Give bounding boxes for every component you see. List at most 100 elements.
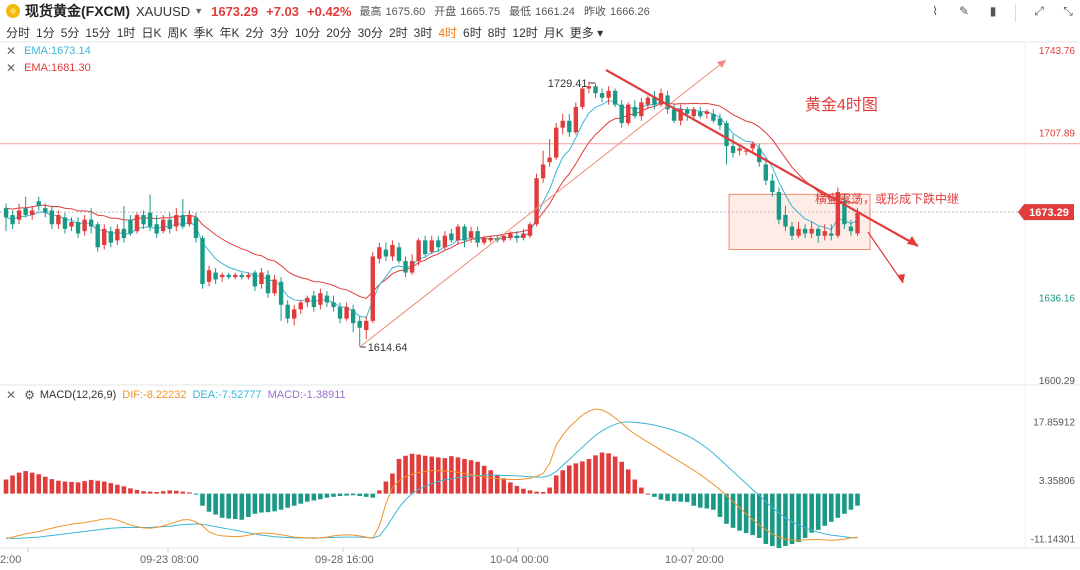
macd-histogram-bar bbox=[783, 493, 788, 546]
macd-histogram-bar bbox=[278, 493, 284, 510]
downtrend-line bbox=[605, 69, 919, 247]
macd-histogram-bar bbox=[501, 478, 507, 494]
macd-histogram-bar bbox=[147, 491, 153, 494]
line-chart-icon[interactable]: ⌇ bbox=[932, 4, 938, 18]
macd-histogram-bar bbox=[128, 488, 133, 494]
period-tab[interactable]: 2分 bbox=[245, 25, 265, 40]
caret-down-icon[interactable]: ▼ bbox=[194, 6, 204, 16]
macd-histogram-bar bbox=[756, 493, 762, 538]
candle-body bbox=[121, 228, 127, 239]
instrument-symbol[interactable]: XAUUSD bbox=[136, 3, 191, 19]
period-tabs: 分时 1分 5分 15分 1时 日K 周K 季K 年K 2分 3分 10分 20分 30分 2时 3时 4时 6时… bbox=[0, 22, 603, 42]
candle-body bbox=[226, 274, 231, 278]
candle-body bbox=[652, 97, 657, 105]
candle-body bbox=[95, 224, 100, 248]
macd-histogram-bar bbox=[69, 481, 74, 494]
candle-body bbox=[298, 302, 303, 310]
period-tab[interactable]: 20分 bbox=[326, 25, 352, 40]
candle-body bbox=[311, 295, 317, 308]
candle-body bbox=[829, 233, 834, 236]
macd-y-tick: 17.85912 bbox=[1033, 418, 1075, 429]
period-tab[interactable]: 2时 bbox=[388, 25, 408, 40]
quote-header: 现货黄金(FXCM) XAUUSD ▼ 1673.29 +7.03 +0.42%… bbox=[0, 0, 1080, 22]
macd-histogram-bar bbox=[691, 493, 697, 506]
candle-body bbox=[423, 240, 428, 255]
expand-icon[interactable]: ⤡ bbox=[1063, 3, 1073, 18]
macd-histogram-bar bbox=[291, 493, 297, 506]
macd-histogram-bar bbox=[10, 475, 15, 494]
candle-body bbox=[233, 274, 238, 278]
candle-body bbox=[396, 247, 402, 262]
period-tab[interactable]: 1时 bbox=[116, 25, 136, 40]
x-tick-label: 09-23 08:00 bbox=[140, 554, 199, 566]
candle-body bbox=[567, 120, 572, 133]
instrument-name[interactable]: 现货黄金(FXCM) bbox=[25, 3, 130, 19]
candle-body bbox=[246, 274, 251, 278]
draw-pen-icon[interactable]: ✎ bbox=[958, 4, 970, 18]
period-tab[interactable]: 3分 bbox=[270, 25, 289, 40]
period-tab[interactable]: 8时 bbox=[487, 25, 507, 40]
macd-histogram-bar bbox=[645, 493, 651, 495]
candle-body bbox=[737, 148, 742, 151]
macd-histogram-bar bbox=[573, 463, 579, 494]
candle-body bbox=[180, 215, 186, 227]
close-icon[interactable]: ✕ bbox=[6, 61, 17, 75]
candle-body bbox=[573, 106, 579, 133]
candle-body bbox=[147, 212, 153, 227]
gear-icon[interactable]: ⚙ bbox=[24, 388, 35, 402]
period-tab[interactable]: 分时 bbox=[6, 25, 31, 40]
period-tab[interactable]: 6时 bbox=[463, 25, 482, 40]
period-tab[interactable]: 月K bbox=[543, 25, 564, 40]
macd-histogram-bar bbox=[82, 481, 87, 494]
macd-histogram-bar bbox=[658, 493, 664, 500]
candle-body bbox=[154, 224, 159, 234]
macd-histogram-bar bbox=[357, 493, 362, 497]
macd-histogram-bar bbox=[180, 491, 186, 494]
period-tab[interactable]: 12时 bbox=[512, 25, 538, 40]
period-tab[interactable]: 30分 bbox=[357, 25, 383, 40]
candle-body bbox=[534, 178, 539, 225]
period-tab[interactable]: 季K bbox=[193, 25, 214, 40]
macd-histogram-bar bbox=[580, 461, 585, 494]
candle-type-icon[interactable]: ▮ bbox=[989, 4, 997, 18]
period-tab[interactable]: 3时 bbox=[413, 25, 433, 40]
candle-body bbox=[462, 226, 467, 241]
candle-body bbox=[429, 240, 434, 252]
candle-body bbox=[691, 109, 696, 117]
period-tab[interactable]: 更多 ▾ bbox=[569, 25, 604, 40]
macd-histogram-bar bbox=[337, 493, 343, 497]
candle-body bbox=[10, 215, 15, 225]
candle-body bbox=[842, 201, 847, 225]
period-tab[interactable]: 1分 bbox=[36, 25, 55, 40]
period-tab[interactable]: 日K bbox=[141, 25, 162, 40]
macd-histogram-bar bbox=[494, 474, 500, 494]
candle-body bbox=[468, 231, 474, 239]
macd-histogram-bar bbox=[409, 453, 415, 494]
fullscreen-icon[interactable]: ⤢ bbox=[1034, 3, 1044, 18]
period-tab[interactable]: 15分 bbox=[85, 25, 111, 40]
candle-body bbox=[586, 86, 592, 89]
candle-body bbox=[134, 215, 140, 232]
candle-body bbox=[750, 143, 755, 149]
candle-body bbox=[292, 309, 297, 319]
candle-body bbox=[580, 88, 585, 107]
close-icon[interactable]: ✕ bbox=[6, 388, 17, 402]
macd-histogram-bar bbox=[344, 493, 349, 496]
macd-histogram-bar bbox=[108, 483, 114, 494]
candle-body bbox=[239, 274, 244, 278]
macd-histogram-bar bbox=[436, 457, 441, 494]
period-tab[interactable]: 周K bbox=[167, 25, 188, 40]
close-icon[interactable]: ✕ bbox=[6, 44, 17, 58]
macd-histogram-bar bbox=[449, 456, 454, 494]
candle-body bbox=[442, 235, 448, 248]
candle-body bbox=[403, 261, 408, 273]
period-tab[interactable]: 5分 bbox=[60, 25, 80, 40]
macd-histogram-bar bbox=[187, 492, 192, 494]
period-tab[interactable]: 年K bbox=[219, 25, 240, 40]
candle-body bbox=[193, 217, 199, 239]
period-tab[interactable]: 4时 bbox=[438, 25, 458, 40]
macd-histogram-bar bbox=[586, 458, 592, 494]
macd-histogram-bar bbox=[796, 493, 801, 542]
period-tab[interactable]: 10分 bbox=[294, 25, 321, 40]
